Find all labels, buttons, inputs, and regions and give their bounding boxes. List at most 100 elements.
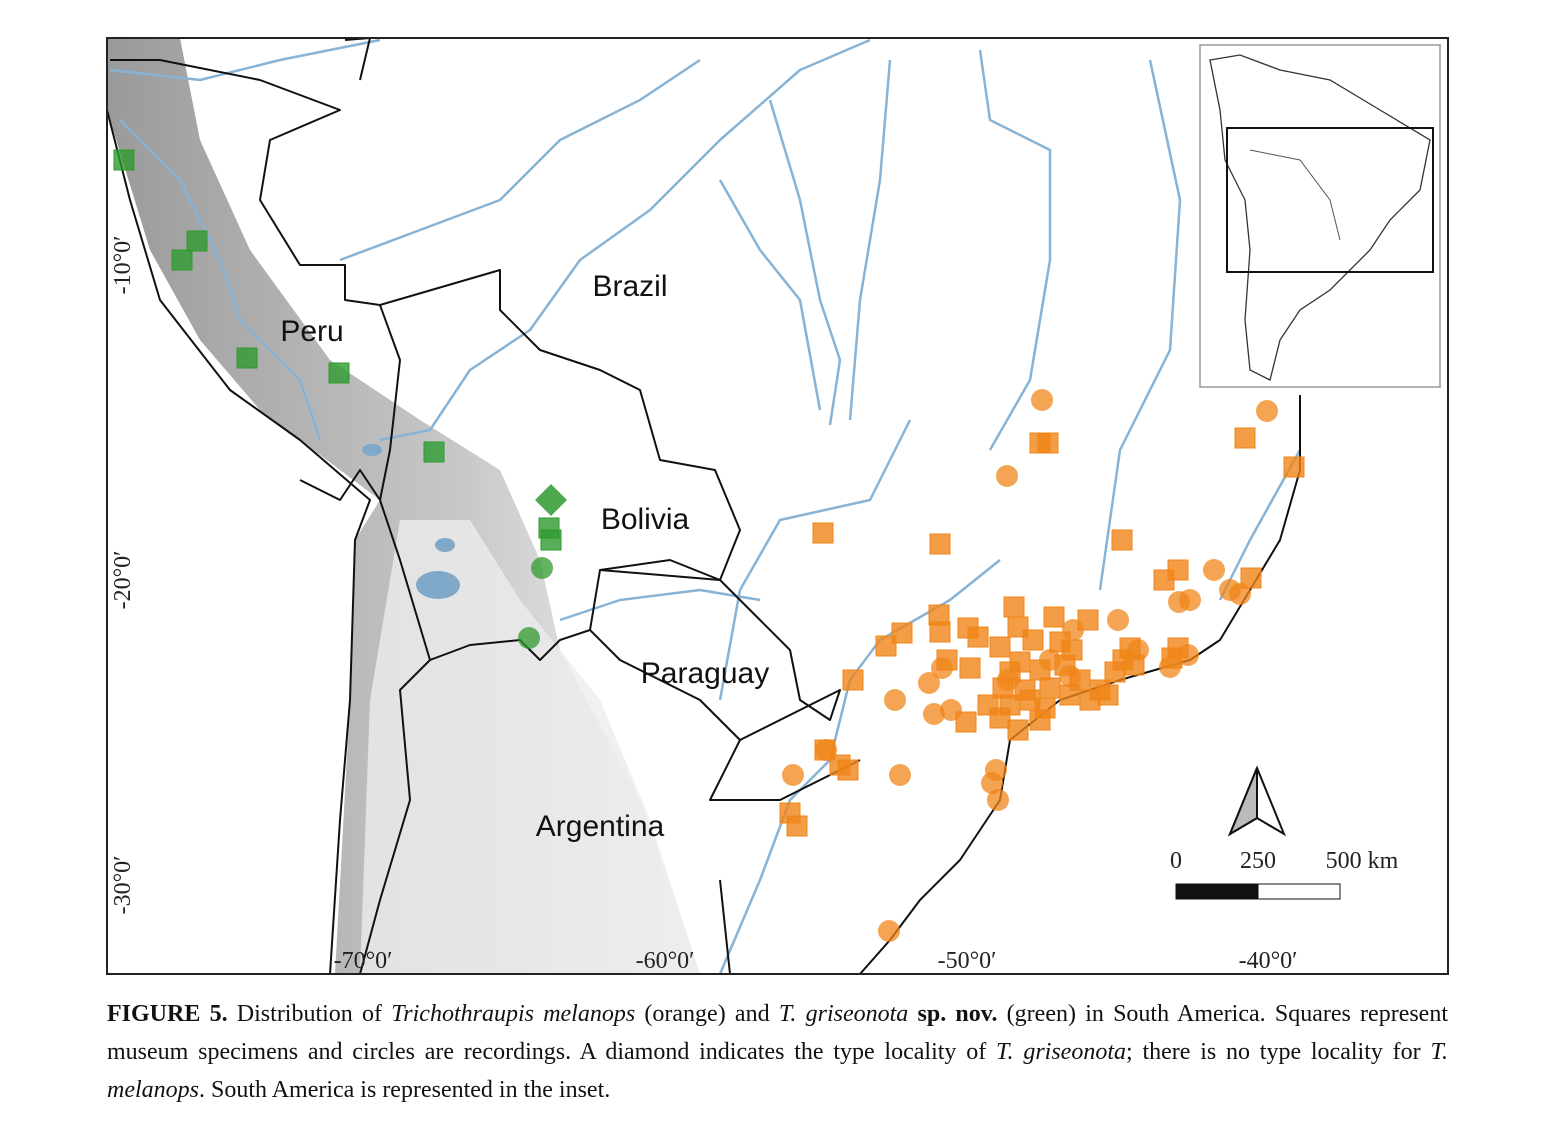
specimen-orange <box>1234 427 1256 449</box>
specimen-green <box>171 249 193 271</box>
specimen-orange <box>1022 629 1044 651</box>
longitude-label: -50°0′ <box>938 948 997 974</box>
specimen-orange <box>842 669 864 691</box>
specimen-orange <box>875 635 897 657</box>
country-label: Brazil <box>592 270 667 303</box>
inset <box>1199 44 1441 388</box>
recording-orange <box>1039 649 1061 671</box>
recording-orange <box>1031 389 1053 411</box>
latitude-label: -30°0′ <box>110 856 136 915</box>
recording-orange <box>1168 591 1190 613</box>
specimen-orange <box>1043 606 1065 628</box>
specimen-orange <box>1097 684 1119 706</box>
specimen-orange <box>1283 456 1305 478</box>
lakes <box>362 444 460 599</box>
north-arrow <box>1227 765 1287 837</box>
recording-orange <box>1203 559 1225 581</box>
specimen-orange <box>967 626 989 648</box>
recording-orange <box>1159 656 1181 678</box>
specimen-orange <box>812 522 834 544</box>
recording-orange <box>1107 609 1129 631</box>
specimen-green <box>236 347 258 369</box>
specimen-green <box>540 529 562 551</box>
caption-segment: (orange) and <box>635 1001 779 1027</box>
specimen-orange <box>989 636 1011 658</box>
recording-orange <box>996 465 1018 487</box>
recording-orange <box>923 703 945 725</box>
caption-segment: T. griseonota <box>995 1039 1126 1065</box>
specimen-orange <box>929 621 951 643</box>
recording-orange <box>931 657 953 679</box>
recording-orange <box>987 789 1009 811</box>
recording-orange <box>878 920 900 942</box>
longitude-label: -70°0′ <box>334 948 393 974</box>
specimen-orange <box>1111 529 1133 551</box>
caption-segment: T. griseonota <box>778 1001 909 1027</box>
specimen-orange <box>1009 651 1031 673</box>
recording-orange <box>1062 619 1084 641</box>
caption-segment: ; there is no type locality for <box>1126 1039 1431 1065</box>
map: Brazil Peru Bolivia Paraguay Argentina -… <box>106 37 1449 975</box>
caption-segment: T. melanops <box>107 1039 1449 1103</box>
country-label: Bolivia <box>601 503 690 536</box>
specimen-green <box>113 149 135 171</box>
lowland-relief <box>360 520 700 974</box>
scale-bar-light <box>1257 883 1341 900</box>
country-label: Peru <box>280 315 343 348</box>
recording-orange <box>782 764 804 786</box>
specimen-orange <box>955 711 977 733</box>
specimen-orange <box>891 622 913 644</box>
specimen-orange <box>1167 559 1189 581</box>
specimen-orange <box>1037 432 1059 454</box>
coordinate-labels: -70°0′ -60°0′ -50°0′ -40°0′ -10°0′ -20°0… <box>110 236 1297 974</box>
longitude-label: -60°0′ <box>636 948 695 974</box>
rivers <box>109 38 1302 974</box>
scale-label: 0 <box>1170 848 1182 874</box>
specimen-orange <box>1003 596 1025 618</box>
specimen-green <box>328 362 350 384</box>
specimen-orange <box>959 657 981 679</box>
recording-green <box>518 627 540 649</box>
scale-bar-dark <box>1175 883 1259 900</box>
specimen-orange <box>1077 609 1099 631</box>
specimen-orange <box>989 707 1011 729</box>
longitude-label: -40°0′ <box>1239 948 1298 974</box>
recording-orange <box>1127 639 1149 661</box>
recording-green <box>531 557 553 579</box>
scale-labels: 0 250 500 km <box>1170 848 1399 874</box>
recording-orange <box>815 739 837 761</box>
recording-orange <box>1059 665 1081 687</box>
caption-segment: Trichothraupis melanops <box>391 1001 636 1027</box>
scale-label: 250 <box>1240 848 1276 874</box>
figure-caption: FIGURE 5. Distribution of Trichothraupis… <box>107 995 1448 1109</box>
recording-orange <box>940 699 962 721</box>
scale-label: 500 km <box>1326 848 1399 874</box>
caption-segment: FIGURE 5. <box>107 1001 228 1027</box>
specimen-green <box>186 230 208 252</box>
specimen-orange <box>1059 684 1081 706</box>
specimen-orange <box>829 754 851 776</box>
caption-segment: . South America is represented in the in… <box>199 1077 611 1103</box>
specimen-orange <box>1029 709 1051 731</box>
latitude-label: -20°0′ <box>110 551 136 610</box>
specimen-orange <box>1240 567 1262 589</box>
country-label: Paraguay <box>641 657 769 690</box>
recording-orange <box>1256 400 1278 422</box>
recording-orange <box>918 672 940 694</box>
recording-orange <box>889 764 911 786</box>
specimen-orange <box>1104 661 1126 683</box>
type-locality <box>535 484 567 516</box>
specimen-green <box>423 441 445 463</box>
map-body <box>107 38 1448 974</box>
map-frame <box>106 37 1449 975</box>
specimen-orange <box>1039 677 1061 699</box>
recording-orange <box>1177 644 1199 666</box>
country-labels: Brazil Peru Bolivia Paraguay Argentina <box>280 270 769 843</box>
specimen-orange <box>1079 689 1101 711</box>
latitude-label: -10°0′ <box>110 236 136 295</box>
country-label: Argentina <box>536 810 665 843</box>
caption-segment: Distribution of <box>227 1001 392 1027</box>
caption-segment: sp. nov. <box>908 1001 998 1027</box>
recording-orange <box>884 689 906 711</box>
